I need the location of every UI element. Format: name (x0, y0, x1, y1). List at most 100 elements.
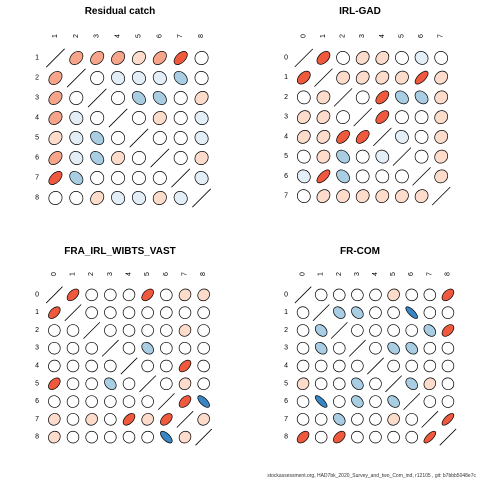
correlation-ellipse (131, 91, 146, 105)
correlation-ellipse (152, 71, 167, 85)
correlation-ellipse (395, 189, 409, 203)
correlation-ellipse (369, 341, 382, 355)
row-tick-label: 5 (35, 135, 39, 142)
correlation-ellipse (414, 110, 429, 124)
correlation-ellipse (69, 131, 84, 145)
correlation-ellipse (90, 51, 105, 65)
col-tick-label: 3 (354, 272, 361, 276)
col-tick-label: 7 (177, 34, 184, 38)
row-tick-label: 0 (284, 291, 288, 298)
correlation-ellipse (355, 90, 370, 105)
correlation-ellipse (423, 359, 437, 373)
correlation-ellipse (355, 169, 370, 184)
correlation-ellipse (405, 359, 418, 373)
correlation-ellipse (333, 306, 346, 319)
panel-title: FR-COM (340, 246, 380, 257)
correlation-ellipse (66, 395, 80, 408)
col-tick-label: 1 (70, 272, 77, 276)
correlation-ellipse (90, 151, 105, 165)
correlation-ellipse (48, 306, 61, 319)
diagonal-mark (108, 108, 128, 128)
diagonal-mark (294, 48, 314, 68)
correlation-ellipse (141, 288, 154, 302)
correlation-ellipse (296, 430, 310, 444)
correlation-ellipse (178, 324, 192, 337)
correlation-ellipse (405, 324, 418, 337)
correlation-ellipse (355, 189, 370, 203)
correlation-ellipse (405, 377, 418, 391)
diagonal-mark (120, 357, 138, 375)
col-tick-label: 3 (94, 34, 101, 38)
row-tick-label: 6 (35, 155, 39, 162)
correlation-ellipse (104, 430, 117, 444)
correlation-ellipse (122, 430, 136, 444)
col-tick-label: 6 (418, 34, 425, 38)
correlation-ellipse (160, 341, 173, 355)
correlation-ellipse (111, 171, 126, 185)
correlation-ellipse (194, 71, 209, 85)
col-tick-label: 3 (107, 272, 114, 276)
correlation-ellipse (122, 324, 136, 337)
correlation-ellipse (48, 324, 61, 337)
correlation-ellipse (197, 395, 210, 408)
correlation-ellipse (296, 413, 310, 426)
correlation-ellipse (369, 324, 382, 337)
correlation-ellipse (351, 413, 364, 426)
correlation-ellipse (48, 191, 63, 205)
correlation-ellipse (355, 70, 370, 85)
correlation-ellipse (316, 149, 331, 164)
correlation-ellipse (131, 111, 146, 125)
row-tick-label: 4 (35, 363, 39, 370)
row-tick-label: 8 (35, 434, 39, 441)
correlation-ellipse (85, 430, 98, 444)
correlation-ellipse (66, 359, 80, 373)
correlation-ellipse (405, 341, 418, 355)
correlation-ellipse (441, 341, 455, 355)
correlation-ellipse (395, 90, 409, 105)
correlation-ellipse (104, 359, 117, 373)
correlation-ellipse (69, 51, 84, 65)
correlation-ellipse (387, 306, 400, 319)
correlation-ellipse (160, 430, 173, 444)
correlation-ellipse (434, 130, 449, 144)
correlation-ellipse (414, 149, 429, 164)
correlation-ellipse (178, 430, 192, 444)
correlation-ellipse (104, 288, 117, 302)
correlation-ellipse (141, 359, 154, 373)
correlation-ellipse (122, 341, 136, 355)
correlation-ellipse (48, 341, 61, 355)
row-tick-label: 5 (284, 153, 288, 160)
correlation-ellipse (314, 430, 328, 444)
correlation-ellipse (395, 110, 409, 124)
diagonal-mark (439, 428, 457, 446)
correlation-ellipse (122, 306, 136, 319)
row-tick-label: 4 (284, 363, 288, 370)
correlation-ellipse (405, 430, 418, 444)
diagonal-mark (157, 393, 175, 411)
col-tick-label: 8 (200, 272, 207, 276)
correlation-ellipse (141, 306, 154, 319)
correlation-ellipse (90, 131, 105, 145)
correlation-ellipse (296, 359, 310, 373)
correlation-ellipse (111, 71, 126, 85)
correlation-ellipse (375, 110, 390, 124)
panel-title: IRL-GAD (339, 6, 381, 17)
correlation-ellipse (387, 395, 400, 408)
correlation-ellipse (194, 51, 209, 65)
correlation-ellipse (395, 169, 409, 184)
correlation-ellipse (441, 324, 455, 337)
col-tick-label: 4 (379, 34, 386, 38)
row-tick-label: 3 (284, 345, 288, 352)
diagonal-mark (373, 127, 392, 147)
col-tick-label: 2 (88, 272, 95, 276)
correlation-ellipse (387, 324, 400, 337)
correlation-ellipse (395, 130, 409, 144)
correlation-ellipse (375, 149, 390, 164)
correlation-ellipse (160, 413, 173, 426)
correlation-ellipse (375, 70, 390, 85)
correlation-ellipse (333, 377, 346, 391)
correlation-ellipse (173, 131, 188, 145)
correlation-ellipse (296, 70, 311, 85)
correlation-ellipse (296, 395, 310, 408)
